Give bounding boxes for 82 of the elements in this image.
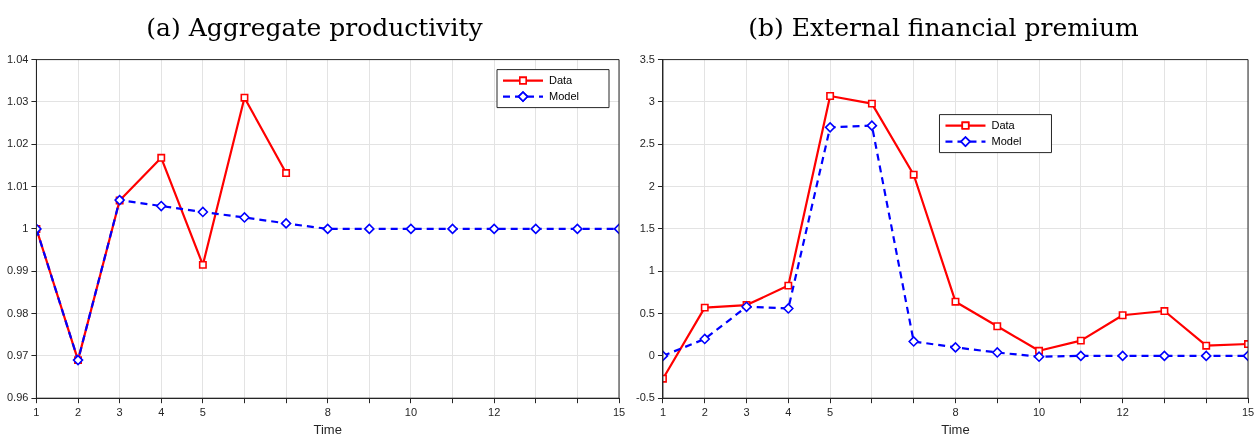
chart-title: (b) External financial premium — [747, 12, 1140, 44]
point — [991, 347, 1003, 358]
y-tick-label: 1.04 — [6, 52, 29, 65]
point — [364, 223, 375, 235]
legend-label: Data — [549, 73, 574, 86]
point — [240, 93, 249, 102]
x-tick-label: 12 — [1116, 405, 1129, 418]
point — [784, 281, 793, 290]
point — [826, 92, 835, 100]
point — [282, 169, 291, 178]
y-tick-label: 3 — [648, 94, 655, 107]
point — [909, 170, 918, 179]
x-tick-label: 5 — [199, 405, 206, 418]
point — [1159, 350, 1170, 362]
x-tick-label: 12 — [488, 405, 501, 418]
x-tick-label: 5 — [827, 405, 834, 418]
y-tick-label: -0.5 — [635, 391, 655, 404]
x-tick-label: 4 — [785, 405, 792, 418]
point — [530, 223, 542, 235]
x-tick-label: 15 — [612, 405, 626, 418]
x-tick-label: 3 — [743, 405, 750, 418]
point — [155, 200, 167, 212]
y-tick-label: 1.03 — [6, 94, 29, 107]
point — [1075, 350, 1087, 362]
y-tick-label: 3.5 — [639, 52, 655, 65]
x-tick-label: 8 — [952, 405, 959, 418]
y-tick-label: 0.98 — [6, 306, 29, 319]
point — [951, 297, 960, 306]
y-tick-label: 1.01 — [6, 179, 29, 192]
point — [488, 223, 500, 235]
y-tick-label: 0.96 — [6, 391, 29, 404]
y-tick-label: 1 — [648, 264, 655, 277]
point — [950, 342, 961, 353]
point — [993, 322, 1002, 331]
x-tick-label: 3 — [116, 405, 123, 418]
chart-title: (a) Aggregate productivity — [145, 12, 484, 44]
x-tick-label: 1 — [659, 405, 667, 418]
x-tick-label: 10 — [404, 405, 418, 418]
x-tick-label: 10 — [1032, 405, 1046, 418]
x-tick-label: 2 — [74, 405, 82, 418]
point — [867, 99, 876, 108]
point — [700, 303, 709, 312]
point — [1160, 307, 1169, 315]
point — [1118, 311, 1127, 320]
x-axis-title: Time — [313, 421, 342, 437]
point — [405, 223, 417, 235]
point — [198, 260, 207, 269]
y-tick-label: 0.5 — [639, 306, 655, 319]
point — [447, 223, 458, 235]
point — [783, 303, 794, 314]
point — [1076, 336, 1085, 345]
point — [239, 212, 250, 223]
point — [1033, 351, 1045, 363]
y-tick-label: 1.5 — [639, 221, 655, 234]
y-tick-label: 2 — [648, 179, 655, 192]
legend-label: Data — [991, 118, 1016, 131]
x-tick-label: 2 — [701, 405, 708, 418]
x-tick-label: 1 — [33, 405, 40, 418]
x-tick-label: 15 — [1241, 405, 1255, 418]
point — [1117, 350, 1128, 362]
point — [866, 120, 878, 131]
point — [824, 122, 836, 133]
y-tick-label: 0 — [648, 348, 655, 361]
legend-label: Model — [549, 89, 579, 102]
y-tick-label: 1.02 — [6, 137, 29, 150]
point — [157, 153, 166, 162]
legend-label: Model — [991, 134, 1022, 147]
point — [908, 336, 919, 347]
x-axis-title: Time — [941, 421, 970, 437]
y-tick-label: 0.99 — [6, 264, 29, 277]
point — [699, 333, 711, 345]
point — [572, 223, 583, 235]
y-tick-label: 2.5 — [639, 137, 655, 150]
point — [1200, 350, 1212, 362]
point — [322, 223, 334, 235]
point — [1202, 341, 1211, 350]
y-tick-label: 1 — [22, 221, 29, 234]
x-tick-label: 4 — [158, 405, 165, 418]
point — [197, 206, 209, 218]
x-tick-label: 8 — [324, 405, 331, 418]
y-tick-label: 0.97 — [6, 348, 29, 361]
point — [280, 218, 292, 229]
